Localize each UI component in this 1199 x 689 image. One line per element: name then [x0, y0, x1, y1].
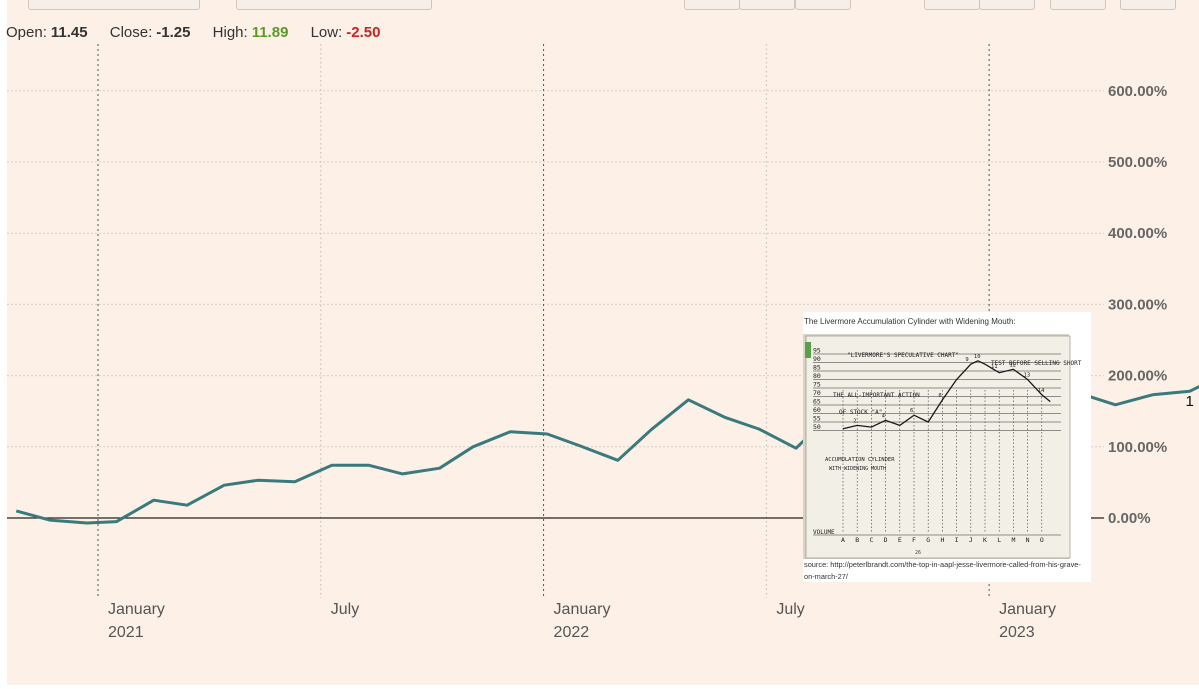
- sketch-paper: [805, 335, 1071, 559]
- y-tick-label: 0.00%: [1108, 510, 1151, 527]
- compare-input[interactable]: [236, 0, 432, 10]
- livermore-inset: The Livermore Accumulation Cylinder with…: [803, 312, 1091, 582]
- sketch-y-label: 60: [813, 406, 821, 414]
- inset-source: source: http://peterlbrandt.com/the-top-…: [804, 560, 1081, 581]
- sketch-x-label: K: [983, 536, 987, 544]
- range-selector-button[interactable]: [28, 0, 200, 10]
- sketch-wave-label: 13: [1024, 373, 1031, 379]
- sketch-wave-label: 6: [910, 408, 913, 414]
- sketch-x-label: D: [884, 536, 888, 544]
- y-tick-label: 600.00%: [1108, 83, 1167, 100]
- sketch-y-label: 90: [813, 355, 821, 363]
- x-tick-label: January: [999, 601, 1056, 618]
- sketch-note-stock: OF STOCK "A".: [839, 409, 886, 416]
- sketch-volume-label: VOLUME: [813, 529, 835, 536]
- x-year-label: 2021: [108, 624, 144, 641]
- x-tick-label: January: [554, 601, 611, 618]
- sketch-x-label: I: [955, 536, 959, 544]
- close-label: Close:: [109, 24, 153, 41]
- sketch-wave-label: 11: [991, 364, 998, 370]
- sketch-wave-label: 4: [882, 413, 886, 419]
- sketch-wave-label: 12: [1009, 362, 1016, 368]
- sketch-wave-label: 9: [965, 357, 968, 363]
- sketch-price-line: [842, 360, 1051, 430]
- wave-label: 1: [1185, 393, 1193, 410]
- sketch-x-label: H: [940, 536, 944, 544]
- sketch-x-label: C: [869, 536, 873, 544]
- close-value: -1.25: [156, 24, 191, 41]
- sketch-chart-title: "LIVERMORE'S SPECULATIVE CHART": [847, 352, 959, 359]
- x-year-label: 2022: [554, 624, 590, 641]
- sketch-x-label: M: [1011, 536, 1015, 544]
- sketch-note-top: TEST BEFORE SELLING SHORT: [991, 360, 1082, 367]
- period-button-6[interactable]: [1050, 0, 1106, 10]
- sketch-y-label: 65: [813, 398, 821, 406]
- sketch-note-action: THE ALL-IMPORTANT ACTION: [833, 392, 920, 399]
- y-tick-label: 400.00%: [1108, 225, 1167, 242]
- ohlc-readout: Open: 11.45 Close: -1.25 High: 11.89 Low: -2…: [6, 24, 398, 41]
- sketch-x-label: J: [969, 536, 973, 544]
- y-tick-label: 200.00%: [1108, 368, 1167, 385]
- sketch-tab: [805, 342, 811, 358]
- period-button-3[interactable]: [795, 0, 851, 10]
- sketch-note-mouth: WITH WIDENING MOUTH: [829, 466, 886, 472]
- sketch-y-label: 70: [813, 389, 821, 397]
- x-tick-label: January: [108, 601, 165, 618]
- sketch-y-label: 95: [813, 347, 821, 355]
- period-button-2[interactable]: [739, 0, 795, 10]
- sketch-x-label: F: [912, 536, 916, 544]
- sketch-y-label: 80: [813, 372, 821, 380]
- sketch-y-label: 85: [813, 364, 821, 372]
- period-button-4[interactable]: [924, 0, 980, 10]
- sketch-wave-label: 14: [1038, 388, 1045, 394]
- low-value: -2.50: [346, 24, 381, 41]
- low-label: Low:: [310, 24, 343, 41]
- sketch-x-label: N: [1026, 536, 1030, 544]
- y-tick-label: 100.00%: [1108, 439, 1167, 456]
- y-tick-label: 500.00%: [1108, 154, 1167, 171]
- sketch-y-label: 55: [813, 415, 821, 423]
- inset-title: The Livermore Accumulation Cylinder with…: [804, 317, 1016, 326]
- x-tick-label: July: [331, 601, 359, 618]
- sketch-wave-label: 2: [853, 418, 856, 424]
- sketch-page-number: 26: [915, 550, 921, 556]
- sketch-x-label: L: [997, 536, 1001, 544]
- period-button-7[interactable]: [1120, 0, 1176, 10]
- open-value: 11.45: [50, 24, 88, 41]
- open-label: Open:: [6, 24, 47, 41]
- y-tick-label: 300.00%: [1108, 296, 1167, 313]
- x-year-label: 2023: [999, 624, 1035, 641]
- high-label: High:: [212, 24, 248, 41]
- sketch-wave-label: 8: [938, 393, 941, 399]
- sketch-x-label: G: [926, 536, 930, 544]
- sketch-x-label: O: [1040, 536, 1044, 544]
- high-value: 11.89: [251, 24, 289, 41]
- sketch-y-label: 75: [813, 381, 821, 389]
- sketch-x-label: E: [898, 536, 902, 544]
- sketch-x-label: B: [855, 536, 859, 544]
- period-button-5[interactable]: [979, 0, 1035, 10]
- sketch-note-cylinder: ACCUMULATION CYLINDER: [825, 457, 895, 463]
- sketch-wave-label: 10: [974, 354, 981, 360]
- x-tick-label: July: [776, 601, 804, 618]
- period-button-1[interactable]: [684, 0, 740, 10]
- sketch-y-label: 50: [813, 423, 821, 431]
- sketch-x-label: A: [841, 536, 845, 544]
